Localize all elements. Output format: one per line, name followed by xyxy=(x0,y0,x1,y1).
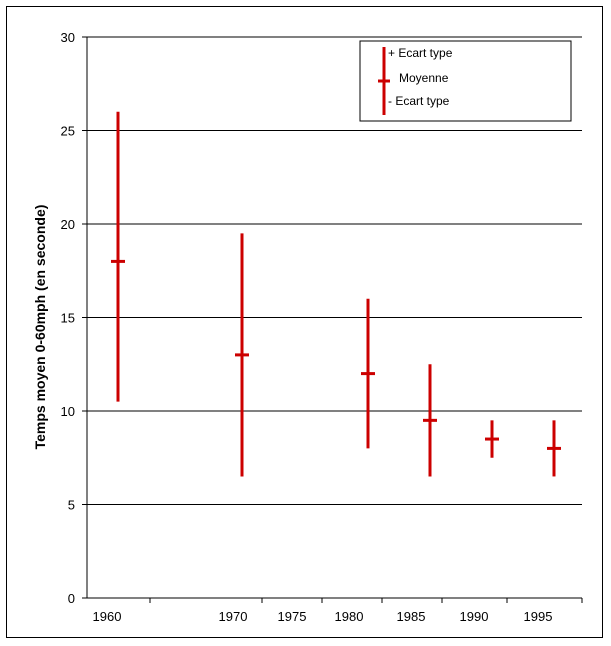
error-bar-1990 xyxy=(485,420,499,458)
x-tick-label: 1975 xyxy=(278,609,307,624)
x-tick-label: 1990 xyxy=(460,609,489,624)
y-tick-label: 5 xyxy=(68,498,75,513)
y-tick-label: 25 xyxy=(61,124,75,139)
grid-lines xyxy=(87,36,582,505)
error-bar-1995 xyxy=(547,420,561,477)
error-bar-1980 xyxy=(361,298,375,449)
x-tick-label: 1985 xyxy=(397,609,426,624)
y-tick-label: 10 xyxy=(61,404,75,419)
x-tick-label: 1960 xyxy=(93,609,122,624)
legend: + Ecart type Moyenne - Ecart type xyxy=(359,40,572,122)
legend-minus-label: - Ecart type xyxy=(388,94,450,108)
x-tick-label: 1970 xyxy=(219,609,248,624)
x-tick-label: 1995 xyxy=(524,609,553,624)
chart-frame: 0 5 10 15 20 25 30 1960 1970 1975 1980 1985 1990 199… xyxy=(6,6,603,638)
legend-mean-label: Moyenne xyxy=(399,71,449,85)
y-tick-label: 0 xyxy=(68,591,75,606)
y-axis-label: Temps moyen 0-60mph (en seconde) xyxy=(32,205,48,450)
y-tick-label: 15 xyxy=(61,311,75,326)
x-tick-labels: 1960 1970 1975 1980 1985 1990 1995 xyxy=(93,609,553,624)
error-bar-1970 xyxy=(235,233,249,477)
x-tick-label: 1980 xyxy=(335,609,364,624)
y-tick-label: 30 xyxy=(61,30,75,45)
y-tick-labels: 0 5 10 15 20 25 30 xyxy=(61,30,75,606)
axes xyxy=(82,36,583,603)
legend-plus-label: + Ecart type xyxy=(388,46,453,60)
error-bar-chart: 0 5 10 15 20 25 30 1960 1970 1975 1980 1985 1990 199… xyxy=(32,30,583,624)
error-bars xyxy=(111,111,561,477)
error-bar-1960 xyxy=(111,111,125,402)
legend-box xyxy=(359,40,572,122)
error-bar-1985 xyxy=(423,364,437,477)
y-tick-label: 20 xyxy=(61,217,75,232)
